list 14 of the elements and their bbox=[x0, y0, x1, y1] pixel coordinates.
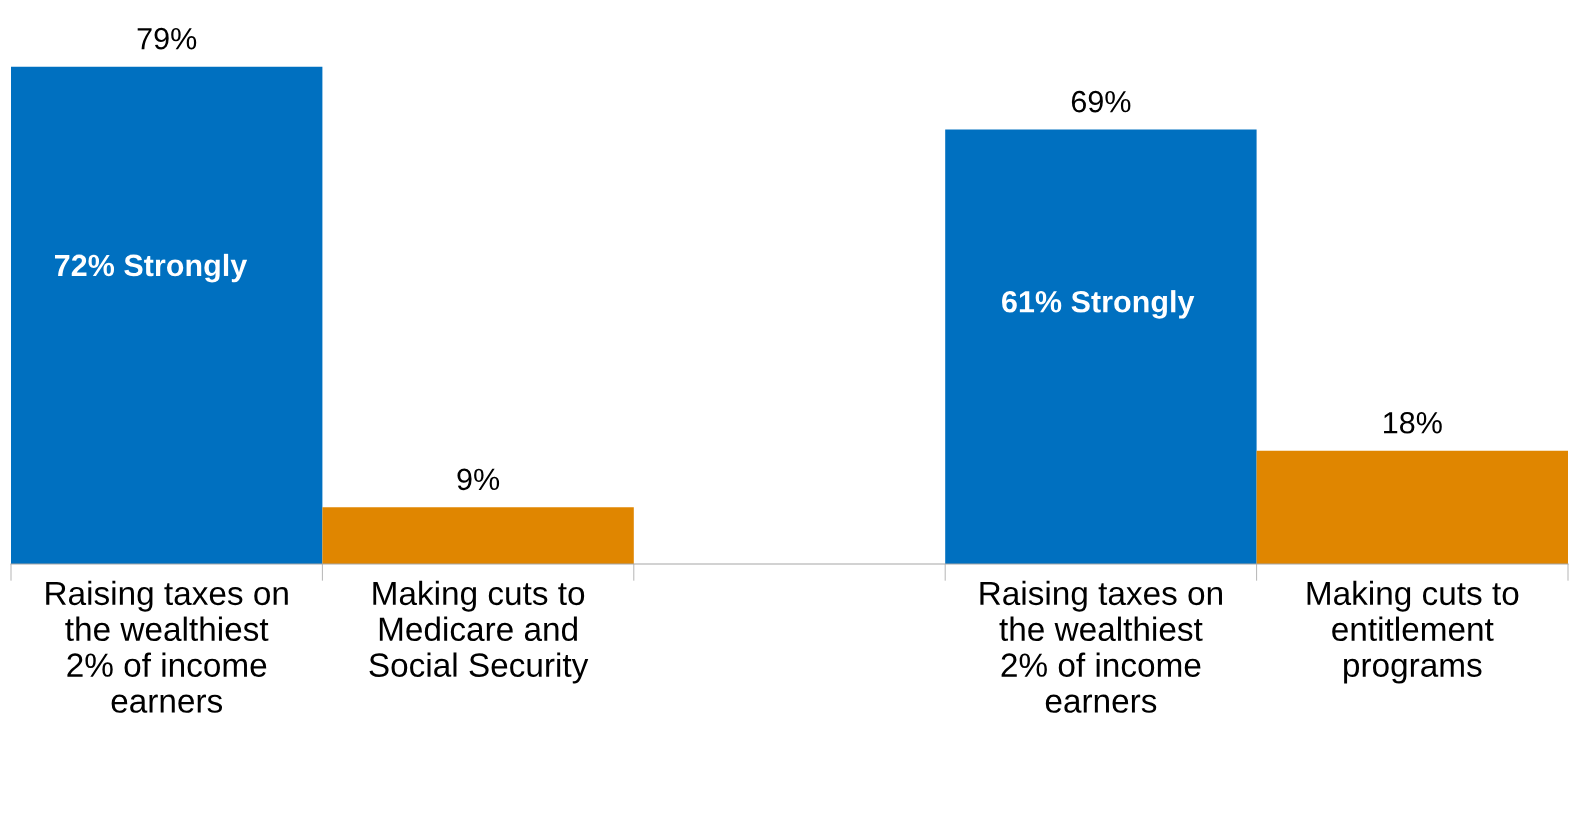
data-label: 79% bbox=[137, 27, 197, 50]
bar bbox=[945, 129, 1257, 564]
bar bbox=[1256, 450, 1568, 564]
bar bbox=[322, 507, 634, 564]
data-label: 9% bbox=[457, 468, 500, 491]
data-label: 18% bbox=[1384, 411, 1442, 434]
x-tick-label: Making cuts to entitlement programs bbox=[1307, 580, 1519, 684]
annotation: 61% Strongly bbox=[1002, 290, 1195, 319]
x-tick-label: Making cuts to Medicare and Social Security bbox=[369, 580, 589, 684]
annotation: 72% Strongly bbox=[55, 253, 248, 283]
x-tick-label: Raising taxes on the wealthiest 2% of income earners bbox=[980, 580, 1222, 713]
bar bbox=[11, 66, 323, 564]
data-label: 69% bbox=[1071, 90, 1131, 113]
x-tick-label: Raising taxes on the wealthiest 2% of income earners bbox=[46, 580, 288, 713]
